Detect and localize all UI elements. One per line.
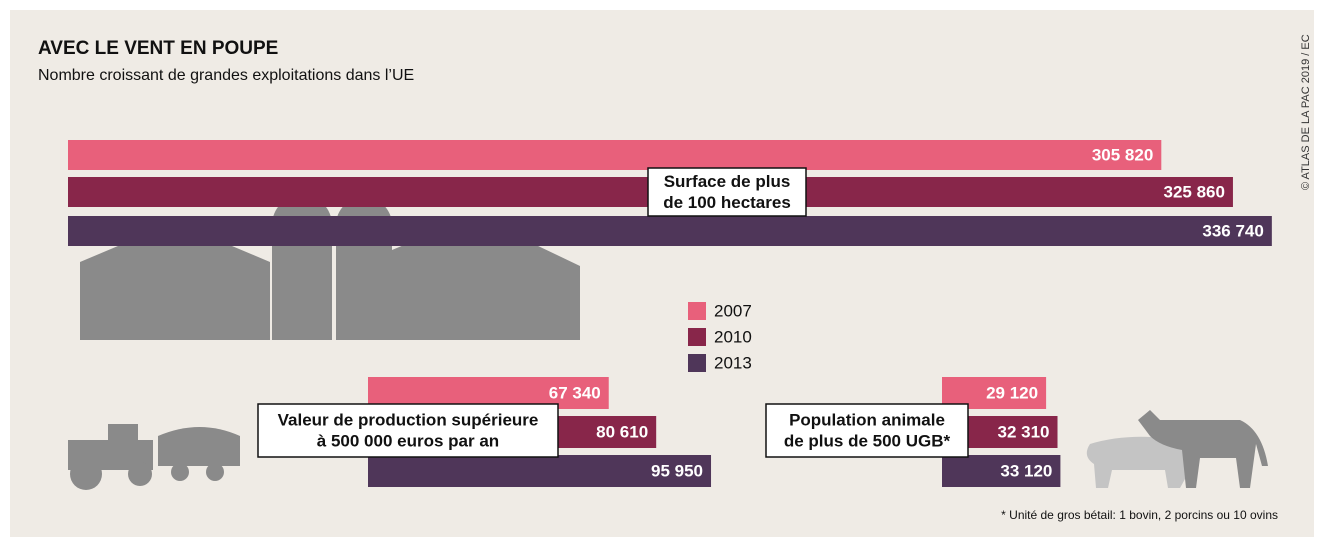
category-box — [647, 167, 807, 217]
value-label: 33 120 — [1000, 461, 1052, 480]
chart-title: AVEC LE VENT EN POUPE — [38, 38, 278, 59]
bar — [68, 140, 1162, 170]
category-label: à 500 000 euros par an — [317, 431, 499, 450]
bar — [68, 216, 1272, 246]
category-label: Population animale — [789, 410, 945, 429]
legend-swatch — [688, 302, 706, 320]
category-box — [765, 403, 969, 458]
value-label: 305 820 — [1092, 145, 1153, 164]
credit: © ATLAS DE LA PAC 2019 / EC — [1300, 34, 1312, 190]
animal-silhouette — [1086, 410, 1268, 488]
footnote: * Unité de gros bétail: 1 bovin, 2 porci… — [1001, 508, 1278, 522]
value-label: 325 860 — [1163, 182, 1224, 201]
legend-swatch — [688, 328, 706, 346]
category-label: de plus de 500 UGB* — [784, 431, 951, 450]
value-label: 80 610 — [596, 422, 648, 441]
value-label: 336 740 — [1202, 221, 1263, 240]
value-label: 32 310 — [998, 422, 1050, 441]
bar — [942, 455, 1061, 487]
tractor-silhouette — [68, 424, 240, 490]
chart-subtitle: Nombre croissant de grandes exploitation… — [38, 67, 414, 84]
category-box — [257, 403, 559, 458]
legend-label: 2013 — [714, 353, 752, 372]
bar — [368, 455, 712, 487]
value-label: 29 120 — [986, 383, 1038, 402]
legend-swatch — [688, 354, 706, 372]
value-label: 67 340 — [549, 383, 601, 402]
category-label: Valeur de production supérieure — [278, 410, 539, 429]
category-label: Surface de plus — [664, 172, 791, 191]
legend-label: 2010 — [714, 327, 752, 346]
value-label: 95 950 — [651, 461, 703, 480]
category-label: de 100 hectares — [663, 193, 791, 212]
legend-label: 2007 — [714, 301, 752, 320]
